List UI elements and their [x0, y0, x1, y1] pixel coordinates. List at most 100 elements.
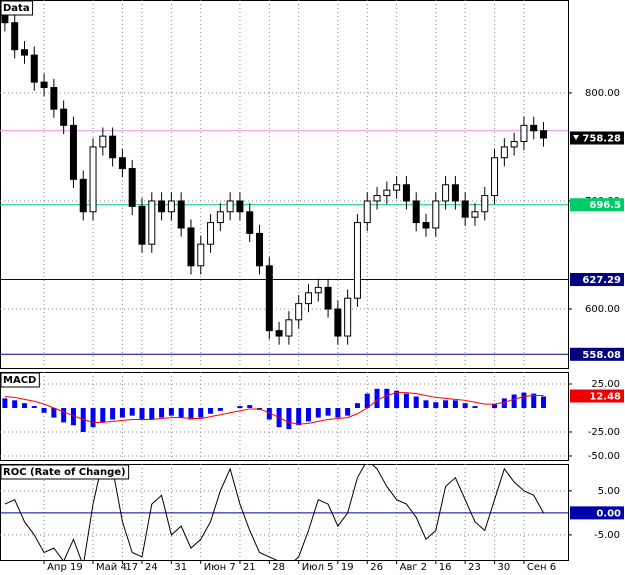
candle-body: [99, 135, 107, 148]
plot: [0, 464, 568, 560]
macd-bar: [531, 393, 537, 408]
x-tick-label: 28: [272, 562, 285, 573]
level-box: [570, 506, 624, 520]
candle-body: [167, 200, 175, 213]
panel-title: ROC (Rate of Change): [3, 467, 126, 478]
candle-body: [520, 124, 528, 143]
candle-body: [353, 222, 361, 299]
signal-line: [4, 392, 544, 425]
macd-bar: [413, 396, 419, 408]
macd-bar: [149, 407, 155, 420]
macd-bar: [188, 407, 194, 420]
macd-bar: [384, 388, 390, 408]
macd-bar: [433, 402, 439, 408]
candle-body: [89, 146, 97, 213]
macd-bar: [61, 407, 67, 423]
x-tick-label: 16: [439, 562, 452, 573]
macd-bar: [178, 407, 184, 418]
candle-body: [373, 195, 381, 202]
candle-body: [128, 168, 136, 207]
macd-bar: [110, 407, 116, 420]
macd-bar: [296, 407, 302, 426]
x-tick-label: Июл 5: [302, 562, 334, 573]
y-tick-label: 800.00: [585, 88, 620, 99]
candle-body: [540, 130, 548, 139]
macd-bar: [452, 400, 458, 408]
level-label: 0.00: [596, 508, 621, 519]
macd-bar: [266, 407, 272, 420]
candle-body: [275, 330, 283, 337]
candle-body: [40, 81, 48, 89]
candle-body: [510, 141, 518, 148]
macd-bar: [521, 392, 527, 408]
level-label: 627.29: [582, 275, 621, 286]
macd-bar: [90, 407, 96, 428]
candle-body: [11, 22, 19, 51]
candle-body: [442, 184, 450, 202]
candle-body: [461, 200, 469, 218]
candle-body: [246, 211, 254, 234]
level-box: [570, 131, 624, 145]
y-tick-label: -5.00: [594, 530, 620, 541]
title-box: [0, 0, 34, 16]
candle-body: [177, 200, 185, 229]
x-tick-label: 26: [370, 562, 383, 573]
candle-body: [236, 200, 244, 213]
candle-body: [402, 184, 410, 202]
level-label: 558.08: [582, 350, 621, 361]
candle-body: [304, 292, 312, 305]
macd-bar: [2, 398, 8, 408]
level-box: [570, 347, 624, 361]
macd-bar: [237, 406, 243, 408]
macd-bar: [511, 394, 517, 408]
level-box: [570, 273, 624, 287]
candle-body: [216, 211, 224, 224]
candle-body: [295, 303, 303, 321]
candle-body: [207, 222, 215, 245]
candle-body: [50, 87, 58, 110]
macd-bar: [305, 407, 311, 422]
macd-bar: [462, 403, 468, 408]
y-tick-label: 600.00: [585, 304, 620, 315]
macd-bar: [374, 388, 380, 408]
macd-bar: [168, 407, 174, 416]
macd-bar: [129, 407, 135, 416]
level-label: 758.28: [582, 133, 621, 144]
x-tick-label: 17: [125, 562, 138, 573]
macd-bar: [394, 390, 400, 408]
candle-body: [30, 54, 38, 83]
macd-bar: [51, 407, 57, 418]
candle-body: [393, 184, 401, 191]
level-box: [570, 389, 624, 403]
macd-bar: [31, 406, 37, 408]
candle-body: [471, 211, 479, 218]
candle-body: [197, 243, 205, 267]
macd-bar: [70, 407, 76, 426]
candle-body: [265, 265, 273, 332]
candle-body: [69, 124, 77, 180]
title-box: [0, 372, 40, 388]
macd-bar: [198, 407, 204, 418]
candle-body: [344, 297, 352, 337]
y-tick-label: 5.00: [598, 486, 620, 497]
x-tick-label: Апр 19: [47, 562, 83, 573]
macd-bar: [501, 398, 507, 408]
level-pointer: [573, 134, 579, 140]
candle-body: [432, 200, 440, 229]
candle-body: [324, 286, 332, 310]
level-label: 12.48: [589, 392, 621, 403]
level-label: 696.5: [589, 200, 621, 211]
x-tick-label: 30: [498, 562, 511, 573]
x-tick-label: Авг 2: [400, 562, 428, 573]
macd-bar: [315, 407, 321, 418]
macd-bar: [443, 400, 449, 408]
macd-bar: [492, 404, 498, 408]
candle-body: [60, 108, 68, 126]
candle-body: [79, 178, 87, 213]
level-box: [570, 198, 624, 212]
y-tick-label: -50.00: [588, 451, 620, 462]
macd-bar: [335, 407, 341, 418]
candle-body: [118, 157, 126, 170]
panel-title: MACD: [3, 375, 36, 386]
candle-body: [109, 135, 117, 159]
